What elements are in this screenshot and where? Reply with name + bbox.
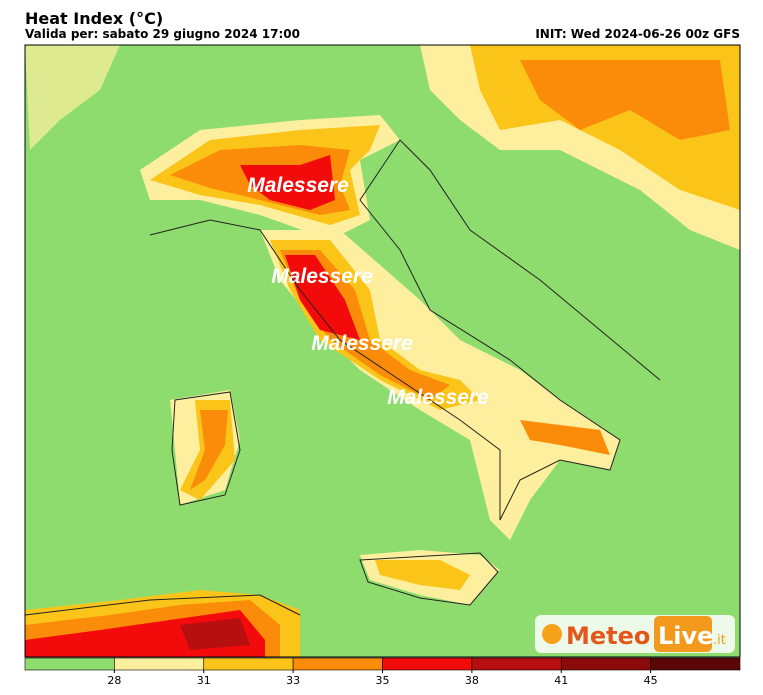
map [24, 44, 741, 658]
colorbar-tick-label: 33 [286, 674, 300, 687]
logo-text: Live [658, 622, 713, 650]
colorbar-tick-label: 41 [554, 674, 568, 687]
valid-time: Valida per: sabato 29 giugno 2024 17:00 [25, 27, 300, 41]
logo-text: Meteo [566, 622, 650, 650]
colorbar-segment [203, 657, 294, 671]
colorbar-tick-label: 35 [376, 674, 390, 687]
annotation: Malessere [271, 265, 373, 288]
logo-text: .it [713, 633, 726, 648]
colorbar-segment [292, 657, 383, 671]
colorbar-segment [560, 657, 651, 671]
colorbar-segment [24, 657, 115, 671]
init-time: INIT: Wed 2024-06-26 00z GFS [535, 27, 740, 41]
annotation: Malessere [247, 174, 349, 197]
colorbar-tick-label: 45 [644, 674, 658, 687]
colorbar-segment [382, 657, 473, 671]
colorbar-segment [114, 657, 205, 671]
colorbar-tick-label: 28 [107, 674, 121, 687]
annotation: Malessere [311, 332, 413, 355]
colorbar-segment [471, 657, 562, 671]
title: Heat Index (°C) [25, 9, 163, 28]
colorbar: 28 31 33 35 38 41 45 [24, 657, 741, 687]
colorbar-tick-label: 38 [465, 674, 479, 687]
colorbar-tick-label: 31 [197, 674, 211, 687]
logo: Meteo Live .it [535, 615, 735, 653]
annotation: Malessere [387, 386, 489, 409]
colorbar-segment [650, 657, 741, 671]
